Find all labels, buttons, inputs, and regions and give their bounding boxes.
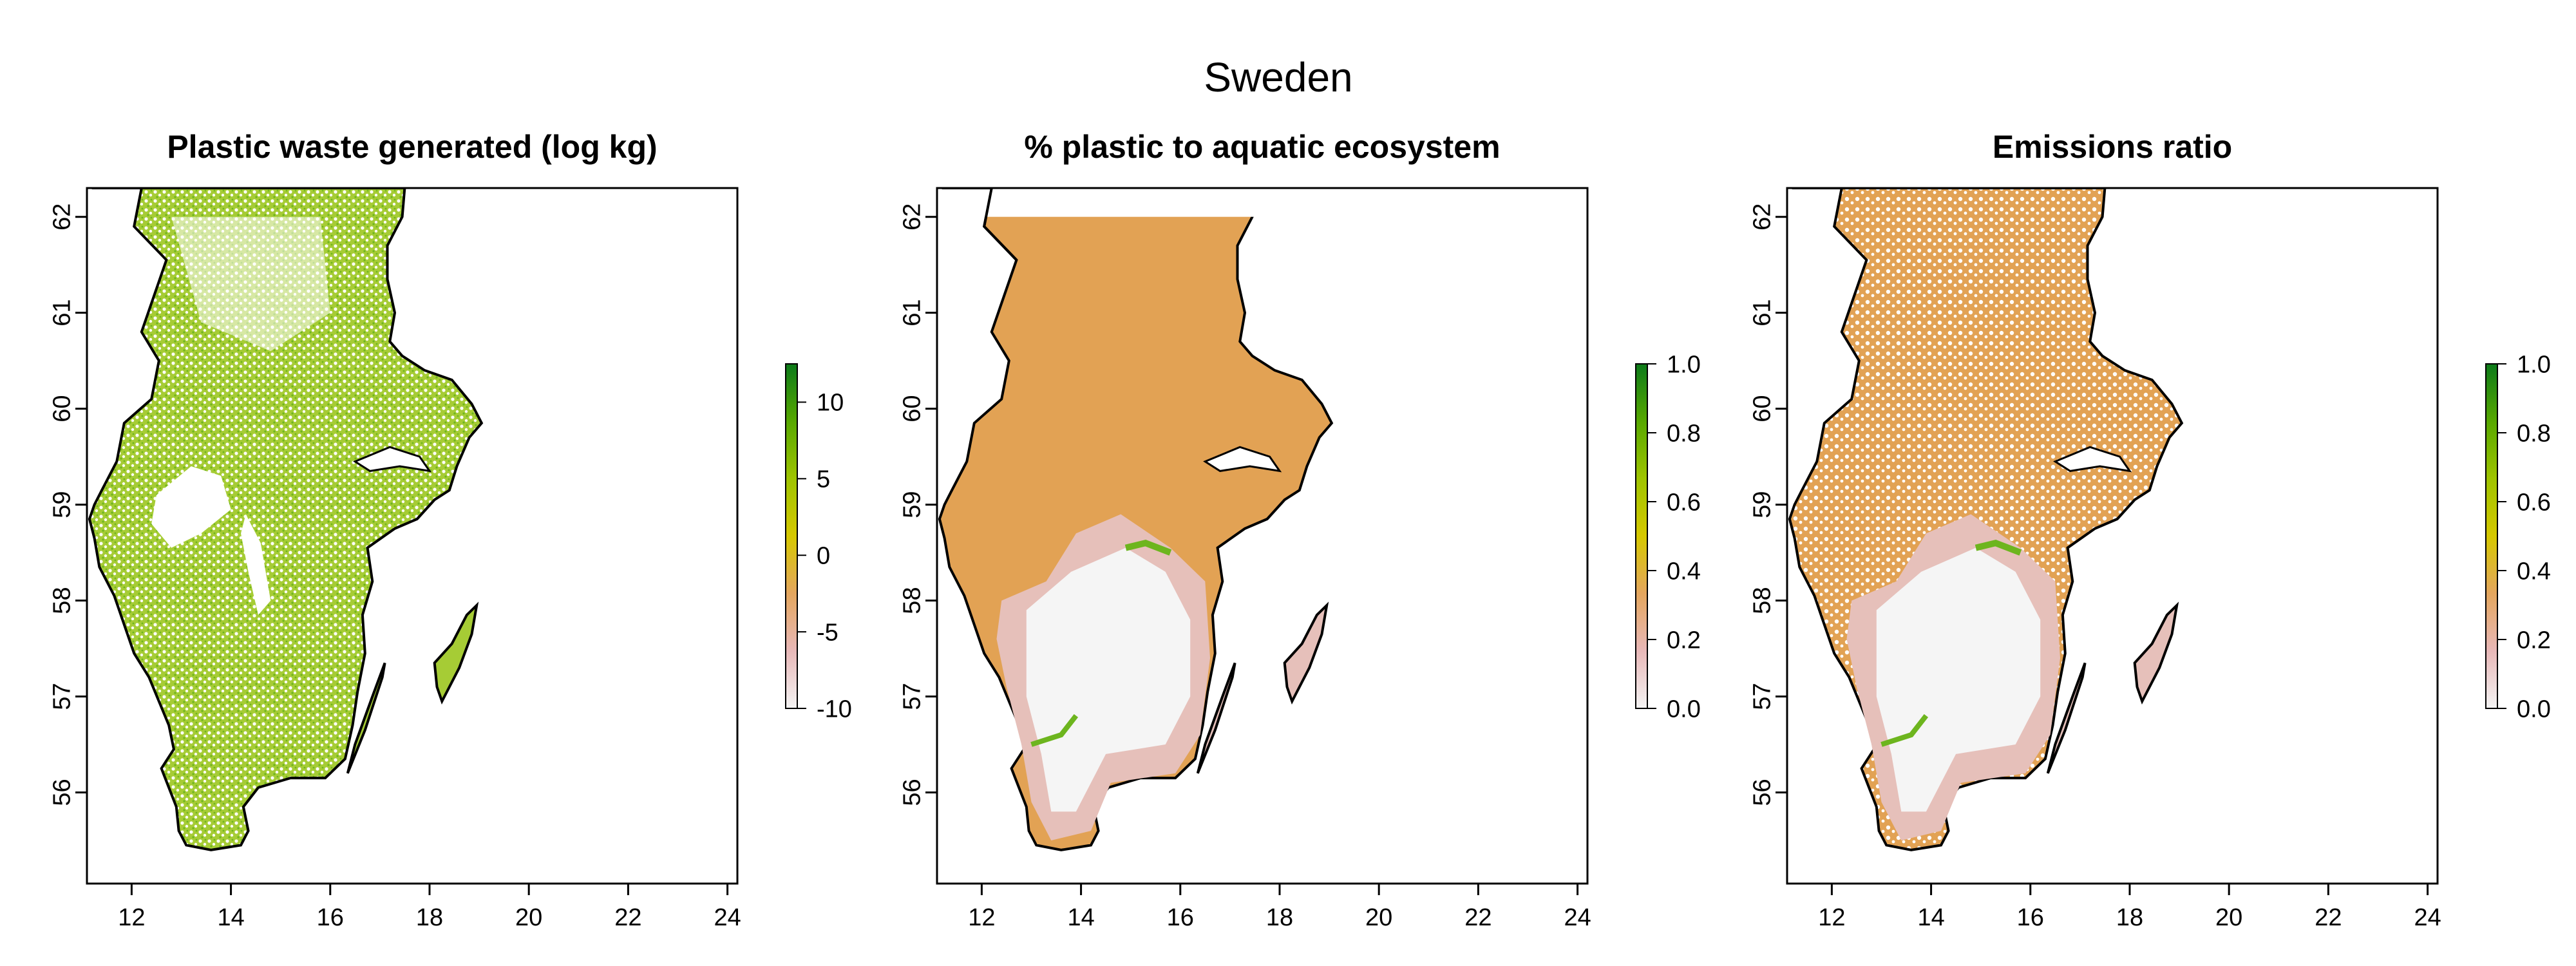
- gotland-island: [1285, 605, 1327, 701]
- legend-tick-label: 0.4: [2517, 558, 2551, 585]
- legend-tick-label: 5: [817, 466, 830, 493]
- panel-title: Plastic waste generated (log kg): [167, 129, 657, 165]
- y-tick-label: 58: [1748, 587, 1776, 614]
- y-tick-label: 57: [1748, 683, 1776, 710]
- legend-tick-label: 0.6: [1667, 489, 1701, 516]
- x-tick-label: 16: [1167, 904, 1194, 931]
- y-tick-label: 61: [1748, 299, 1776, 327]
- legend-tick-label: 0: [817, 543, 830, 570]
- x-tick-label: 12: [118, 904, 145, 931]
- panels: Plastic waste generated (log kg) 12 14 16 18…: [48, 129, 2551, 931]
- figure-title: Sweden: [1204, 54, 1352, 100]
- x-tick-label: 20: [1365, 904, 1392, 931]
- legend-tick-label: 0.0: [2517, 696, 2551, 723]
- x-tick-label: 16: [2017, 904, 2044, 931]
- gotland-island: [2135, 605, 2177, 701]
- y-tick-label: 59: [48, 491, 75, 518]
- y-tick-label: 60: [48, 395, 75, 422]
- y-tick-label: 59: [898, 491, 925, 518]
- y-tick-label: 58: [48, 587, 75, 614]
- y-tick-label: 61: [898, 299, 925, 327]
- x-tick-label: 14: [217, 904, 244, 931]
- y-tick-label: 60: [898, 395, 925, 422]
- x-tick-label: 18: [2116, 904, 2143, 931]
- legend-tick-label: -5: [817, 619, 838, 646]
- y-tick-label: 62: [898, 204, 925, 231]
- legend-tick-label: 1.0: [1667, 351, 1701, 378]
- x-tick-label: 24: [1564, 904, 1591, 931]
- legend-tick-label: 0.2: [2517, 627, 2551, 654]
- legend-tick-label: 10: [817, 390, 844, 417]
- y-tick-label: 57: [48, 683, 75, 710]
- y-tick-label: 56: [1748, 779, 1776, 806]
- y-tick-label: 58: [898, 587, 925, 614]
- raster-top-edge: [937, 188, 1587, 217]
- y-tick-label: 56: [898, 779, 925, 806]
- x-tick-label: 22: [614, 904, 641, 931]
- y-tick-label: 56: [48, 779, 75, 806]
- map-panel-1: Plastic waste generated (log kg) 12 14 16 18…: [48, 129, 852, 931]
- x-tick-label: 20: [515, 904, 542, 931]
- map-area: [1790, 188, 2182, 850]
- map-panel-3: Emissions ratio 12 14 16 18 20 22 24 56 57 58 59 60 6…: [1748, 129, 2551, 931]
- panel-title: % plastic to aquatic ecosystem: [1024, 129, 1500, 165]
- legend-tick-label: 0.0: [1667, 696, 1701, 723]
- legend-colorbar: [786, 364, 797, 708]
- x-tick-label: 12: [1818, 904, 1845, 931]
- y-tick-label: 62: [1748, 204, 1776, 231]
- x-tick-label: 14: [1067, 904, 1094, 931]
- gotland-island: [435, 605, 477, 701]
- panel-title: Emissions ratio: [1993, 129, 2232, 165]
- x-tick-label: 14: [1917, 904, 1944, 931]
- x-tick-label: 16: [317, 904, 344, 931]
- x-tick-label: 12: [968, 904, 995, 931]
- legend-tick-label: 0.8: [1667, 420, 1701, 447]
- x-tick-label: 22: [1464, 904, 1492, 931]
- map-area: [937, 188, 1587, 850]
- legend-tick-label: 0.2: [1667, 627, 1701, 654]
- y-tick-label: 60: [1748, 395, 1776, 422]
- map-panel-2: % plastic to aquatic ecosystem 12 14 16 18 20…: [898, 129, 1701, 931]
- x-tick-label: 18: [1266, 904, 1293, 931]
- legend-tick-label: 0.4: [1667, 558, 1701, 585]
- x-tick-label: 22: [2315, 904, 2342, 931]
- x-tick-label: 20: [2215, 904, 2242, 931]
- legend-tick-label: -10: [817, 696, 852, 723]
- y-tick-label: 57: [898, 683, 925, 710]
- legend-tick-label: 0.8: [2517, 420, 2551, 447]
- map-area: [90, 188, 482, 850]
- y-tick-label: 62: [48, 204, 75, 231]
- legend-tick-label: 0.6: [2517, 489, 2551, 516]
- legend-colorbar: [2486, 364, 2497, 708]
- y-tick-label: 61: [48, 299, 75, 327]
- x-tick-label: 24: [2414, 904, 2441, 931]
- x-tick-label: 18: [416, 904, 443, 931]
- y-tick-label: 59: [1748, 491, 1776, 518]
- legend-tick-label: 1.0: [2517, 351, 2551, 378]
- x-tick-label: 24: [714, 904, 741, 931]
- legend-colorbar: [1636, 364, 1647, 708]
